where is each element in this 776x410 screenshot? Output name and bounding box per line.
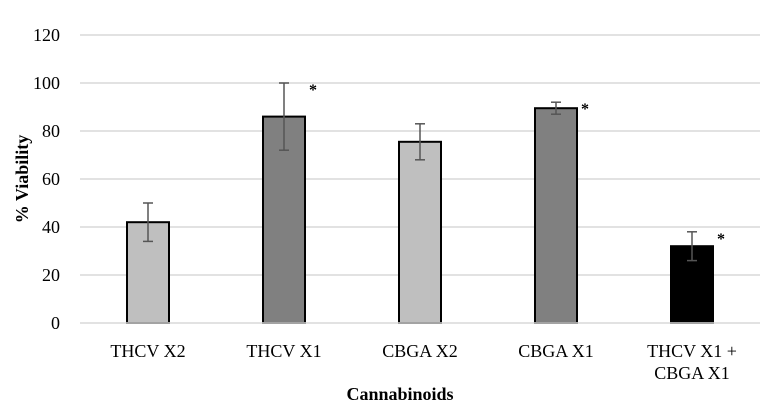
x-axis-title: Cannabinoids [346,384,453,404]
bar-3 [534,107,578,324]
x-tick-label-0: THCV X2 [110,341,185,361]
error-bar-2 [415,123,425,161]
error-bar-1 [279,82,289,151]
significance-marker-4: * [717,231,725,248]
y-tick-label: 20 [42,265,60,285]
error-bar-4 [687,231,697,262]
bar-2 [398,140,442,324]
bars: * * * [126,82,725,324]
x-tick-label-3: CBGA X1 [518,341,594,361]
y-axis-ticks: 0 20 40 60 80 100 120 [33,25,60,333]
x-tick-label-2: CBGA X2 [382,341,458,361]
y-axis-title: % Viability [12,135,32,224]
y-tick-label: 100 [33,73,60,93]
y-tick-label: 60 [42,169,60,189]
x-tick-label-4-1: CBGA X1 [654,363,730,383]
x-tick-label-1: THCV X1 [246,341,321,361]
y-tick-label: 0 [51,313,60,333]
x-axis-ticks: THCV X2 THCV X1 CBGA X2 CBGA X1 THCV X1 +CBG… [110,341,737,383]
significance-marker-3: * [581,101,589,118]
y-tick-label: 120 [33,25,60,45]
error-bar-3 [551,101,561,115]
significance-marker-1: * [309,82,317,99]
y-tick-label: 80 [42,121,60,141]
error-bar-0 [143,202,153,243]
x-tick-label-4-0: THCV X1 + [647,341,737,361]
y-tick-label: 40 [42,217,60,237]
